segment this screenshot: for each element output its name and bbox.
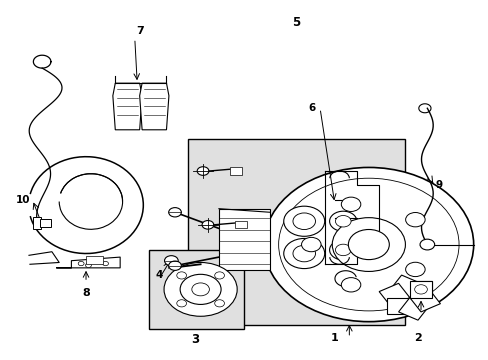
Circle shape xyxy=(278,178,458,311)
Text: 9: 9 xyxy=(435,180,442,190)
Bar xyxy=(409,281,431,298)
Bar xyxy=(409,289,440,312)
Bar xyxy=(188,139,405,325)
Circle shape xyxy=(214,300,224,307)
Text: 2: 2 xyxy=(413,333,421,343)
Polygon shape xyxy=(140,83,168,130)
Bar xyxy=(386,298,409,314)
Circle shape xyxy=(163,262,237,316)
Bar xyxy=(234,221,246,228)
Text: 1: 1 xyxy=(330,333,338,343)
Circle shape xyxy=(405,262,424,276)
Circle shape xyxy=(329,240,356,260)
Circle shape xyxy=(180,274,221,305)
Circle shape xyxy=(292,213,315,230)
Circle shape xyxy=(331,218,405,271)
Circle shape xyxy=(347,229,388,260)
Circle shape xyxy=(168,261,181,270)
Circle shape xyxy=(164,256,178,266)
Circle shape xyxy=(335,244,350,256)
Circle shape xyxy=(341,197,360,211)
Circle shape xyxy=(197,167,208,175)
Circle shape xyxy=(202,221,213,229)
Circle shape xyxy=(301,237,321,252)
Circle shape xyxy=(341,278,360,292)
Bar xyxy=(219,209,269,270)
Circle shape xyxy=(283,238,324,269)
Text: 10: 10 xyxy=(16,195,30,205)
Circle shape xyxy=(168,208,181,217)
Circle shape xyxy=(283,206,324,236)
Bar xyxy=(149,250,244,329)
Circle shape xyxy=(264,167,473,321)
Circle shape xyxy=(419,239,434,250)
Text: 4: 4 xyxy=(155,270,163,280)
Circle shape xyxy=(102,261,108,266)
Polygon shape xyxy=(113,83,142,130)
Circle shape xyxy=(335,216,350,227)
Circle shape xyxy=(177,300,186,307)
Text: 7: 7 xyxy=(136,26,143,36)
Circle shape xyxy=(214,272,224,279)
Bar xyxy=(40,219,51,226)
Bar xyxy=(389,275,420,298)
Circle shape xyxy=(292,245,315,262)
Text: 8: 8 xyxy=(82,288,90,298)
Circle shape xyxy=(414,285,427,294)
Bar xyxy=(33,217,41,229)
Circle shape xyxy=(405,212,424,227)
Bar xyxy=(229,167,242,175)
Text: 6: 6 xyxy=(307,103,315,113)
Circle shape xyxy=(177,272,186,279)
Circle shape xyxy=(191,283,209,296)
Circle shape xyxy=(85,263,91,267)
Bar xyxy=(398,298,428,320)
Circle shape xyxy=(329,211,356,231)
Bar xyxy=(409,281,431,298)
Bar xyxy=(378,283,409,306)
Bar xyxy=(86,256,103,264)
Text: 3: 3 xyxy=(191,333,200,346)
Circle shape xyxy=(78,261,84,266)
Text: 5: 5 xyxy=(291,16,299,29)
